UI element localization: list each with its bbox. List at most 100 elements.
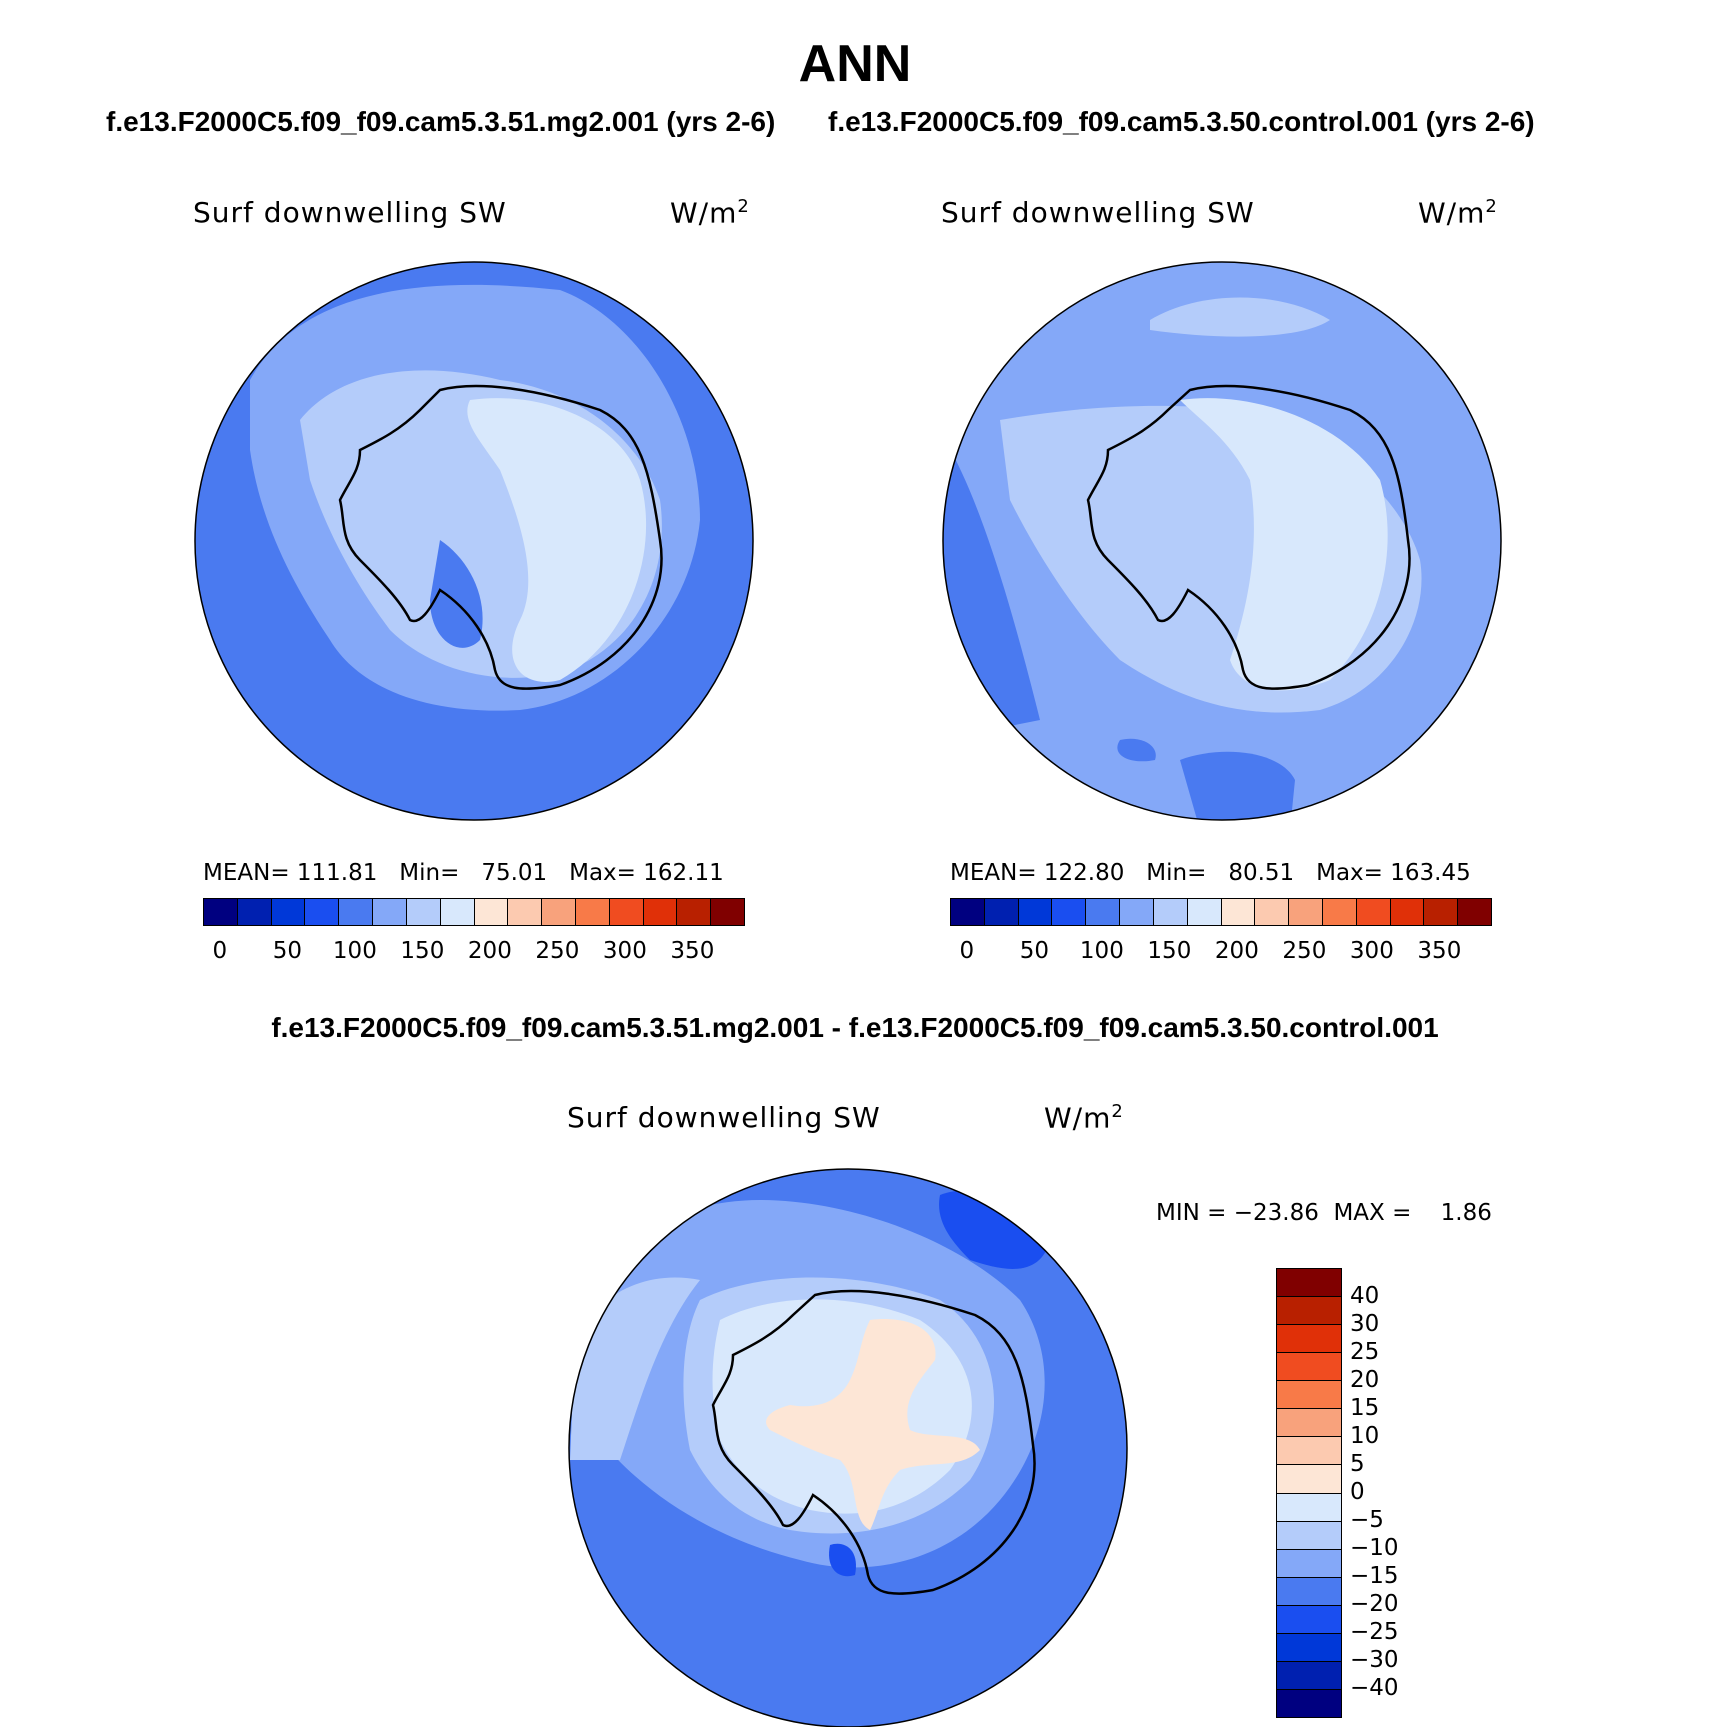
case1-colorbar-swatch — [677, 899, 712, 925]
diff-colorbar-swatch — [1277, 1353, 1341, 1382]
diff-colorbar-tick-label: 20 — [1350, 1367, 1380, 1393]
diff-colorbar-swatch — [1277, 1493, 1341, 1522]
diff-colorbar-tick-label: −10 — [1350, 1535, 1399, 1561]
case1-colorbar-swatch — [406, 899, 441, 925]
case1-colorbar-swatch — [508, 899, 543, 925]
case1-units: W/m2 — [670, 196, 750, 230]
diff-colorbar-swatch — [1277, 1577, 1341, 1606]
case1-colorbar-swatch — [711, 899, 744, 925]
diff-colorbar-swatch — [1277, 1521, 1341, 1550]
main-title: ANN — [798, 35, 912, 93]
diff-colorbar-tick-label: −25 — [1350, 1619, 1399, 1645]
diff-colorbar-tick-label: 5 — [1350, 1451, 1365, 1477]
case2-var-label: Surf downwelling SW — [941, 196, 1255, 229]
case1-colorbar-swatch — [643, 899, 678, 925]
case1-colorbar-swatch — [575, 899, 610, 925]
diff-colorbar-swatch — [1277, 1689, 1341, 1717]
case2-units: W/m2 — [1418, 196, 1498, 230]
case1-colorbar-swatch — [204, 899, 238, 925]
case2-colorbar-swatch — [1356, 899, 1391, 925]
diff-colorbar-swatch — [1277, 1269, 1341, 1298]
case2-colorbar-tick-label: 200 — [1214, 938, 1259, 964]
diff-coastline — [711, 1289, 1036, 1595]
case1-colorbar-swatch — [440, 899, 475, 925]
case1-colorbar-swatch — [339, 899, 374, 925]
case2-colorbar-swatch — [1289, 899, 1323, 925]
case2-colorbar-swatch — [1086, 899, 1121, 925]
case1-colorbar-swatch — [609, 899, 644, 925]
case1-stats: MEAN= 111.81 Min= 75.01 Max= 162.11 — [203, 860, 724, 886]
case1-colorbar-tick-label: 350 — [670, 938, 715, 964]
case2-colorbar-tick-label: 150 — [1147, 938, 1192, 964]
diff-var-label: Surf downwelling SW — [567, 1101, 881, 1134]
case2-colorbar-swatch — [1052, 899, 1087, 925]
case1-colorbar — [203, 898, 745, 926]
diff-colorbar-swatch — [1277, 1409, 1341, 1438]
diff-colorbar-tick-label: 0 — [1350, 1479, 1365, 1505]
diff-colorbar-tick-label: 15 — [1350, 1395, 1380, 1421]
case2-colorbar-swatch — [1322, 899, 1357, 925]
case1-colorbar-swatch — [474, 899, 509, 925]
case1-colorbar-tick-label: 150 — [400, 938, 445, 964]
case2-colorbar-ticks: 0 50 100 150 200 250 300 350 — [950, 938, 1490, 968]
case2-title: f.e13.F2000C5.f09_f09.cam5.3.50.control.… — [828, 106, 1535, 137]
diff-colorbar-tick-label: 25 — [1350, 1339, 1380, 1365]
diff-colorbar-tick-label: −30 — [1350, 1647, 1399, 1673]
diff-colorbar-swatch — [1277, 1297, 1341, 1326]
case2-colorbar-swatch — [1153, 899, 1188, 925]
diff-colorbar-swatch — [1277, 1633, 1341, 1662]
diff-colorbar-swatch — [1277, 1437, 1341, 1466]
diff-colorbar-swatch — [1277, 1325, 1341, 1354]
diff-colorbar-swatch — [1277, 1661, 1341, 1690]
case2-colorbar-swatch — [1458, 899, 1491, 925]
diff-colorbar-ticks: 40 30 25 20 15 10 5 0 −5 −10 −15 −20 −25 −30 −40 — [1350, 1268, 1430, 1716]
diff-colorbar-tick-label: −5 — [1350, 1507, 1384, 1533]
case2-map-border — [942, 261, 1502, 821]
case2-colorbar-tick-label: 350 — [1417, 938, 1462, 964]
case2-colorbar-tick-label: 0 — [959, 938, 975, 964]
diff-colorbar-swatch — [1277, 1381, 1341, 1410]
case2-colorbar-tick-label: 100 — [1079, 938, 1124, 964]
case2-colorbar-swatch — [984, 899, 1019, 925]
case2-stats: MEAN= 122.80 Min= 80.51 Max= 163.45 — [950, 860, 1471, 886]
case2-colorbar — [950, 898, 1492, 926]
diff-colorbar-swatch — [1277, 1465, 1341, 1494]
case1-colorbar-tick-label: 0 — [212, 938, 228, 964]
diff-contours — [569, 1169, 1127, 1727]
case2-colorbar-swatch — [1390, 899, 1425, 925]
case2-colorbar-tick-label: 250 — [1282, 938, 1327, 964]
diff-colorbar-tick-label: −40 — [1350, 1675, 1399, 1701]
diff-colorbar-swatch — [1277, 1605, 1341, 1634]
case1-title: f.e13.F2000C5.f09_f09.cam5.3.51.mg2.001 … — [106, 106, 776, 137]
diff-colorbar-tick-label: 30 — [1350, 1311, 1380, 1337]
diff-colorbar — [1276, 1268, 1342, 1718]
diff-stats: MIN = −23.86 MAX = 1.86 — [1156, 1200, 1492, 1226]
case2-colorbar-tick-label: 50 — [1019, 938, 1050, 964]
case1-colorbar-tick-label: 100 — [332, 938, 377, 964]
diff-title: f.e13.F2000C5.f09_f09.cam5.3.51.mg2.001 … — [271, 1012, 1439, 1043]
case2-colorbar-swatch — [1120, 899, 1154, 925]
case2-colorbar-swatch — [951, 899, 985, 925]
case1-map-border — [194, 261, 754, 821]
case1-colorbar-swatch — [271, 899, 306, 925]
case2-contours — [943, 262, 1501, 820]
diff-units: W/m2 — [1044, 1101, 1124, 1135]
case2-colorbar-swatch — [1187, 899, 1222, 925]
case1-colorbar-swatch — [305, 899, 340, 925]
diff-colorbar-tick-label: −20 — [1350, 1591, 1399, 1617]
case2-colorbar-swatch — [1424, 899, 1459, 925]
case1-colorbar-tick-label: 300 — [602, 938, 647, 964]
diff-colorbar-swatch — [1277, 1549, 1341, 1578]
diff-colorbar-tick-label: 40 — [1350, 1283, 1380, 1309]
case2-colorbar-swatch — [1255, 899, 1290, 925]
case1-colorbar-tick-label: 50 — [272, 938, 303, 964]
case2-colorbar-swatch — [1221, 899, 1256, 925]
case1-colorbar-tick-label: 200 — [467, 938, 512, 964]
case2-coastline — [1086, 384, 1411, 690]
diff-map-border — [568, 1168, 1128, 1727]
diff-colorbar-tick-label: −15 — [1350, 1563, 1399, 1589]
case1-coastline — [338, 384, 663, 690]
case1-colorbar-swatch — [542, 899, 576, 925]
case1-colorbar-swatch — [373, 899, 407, 925]
